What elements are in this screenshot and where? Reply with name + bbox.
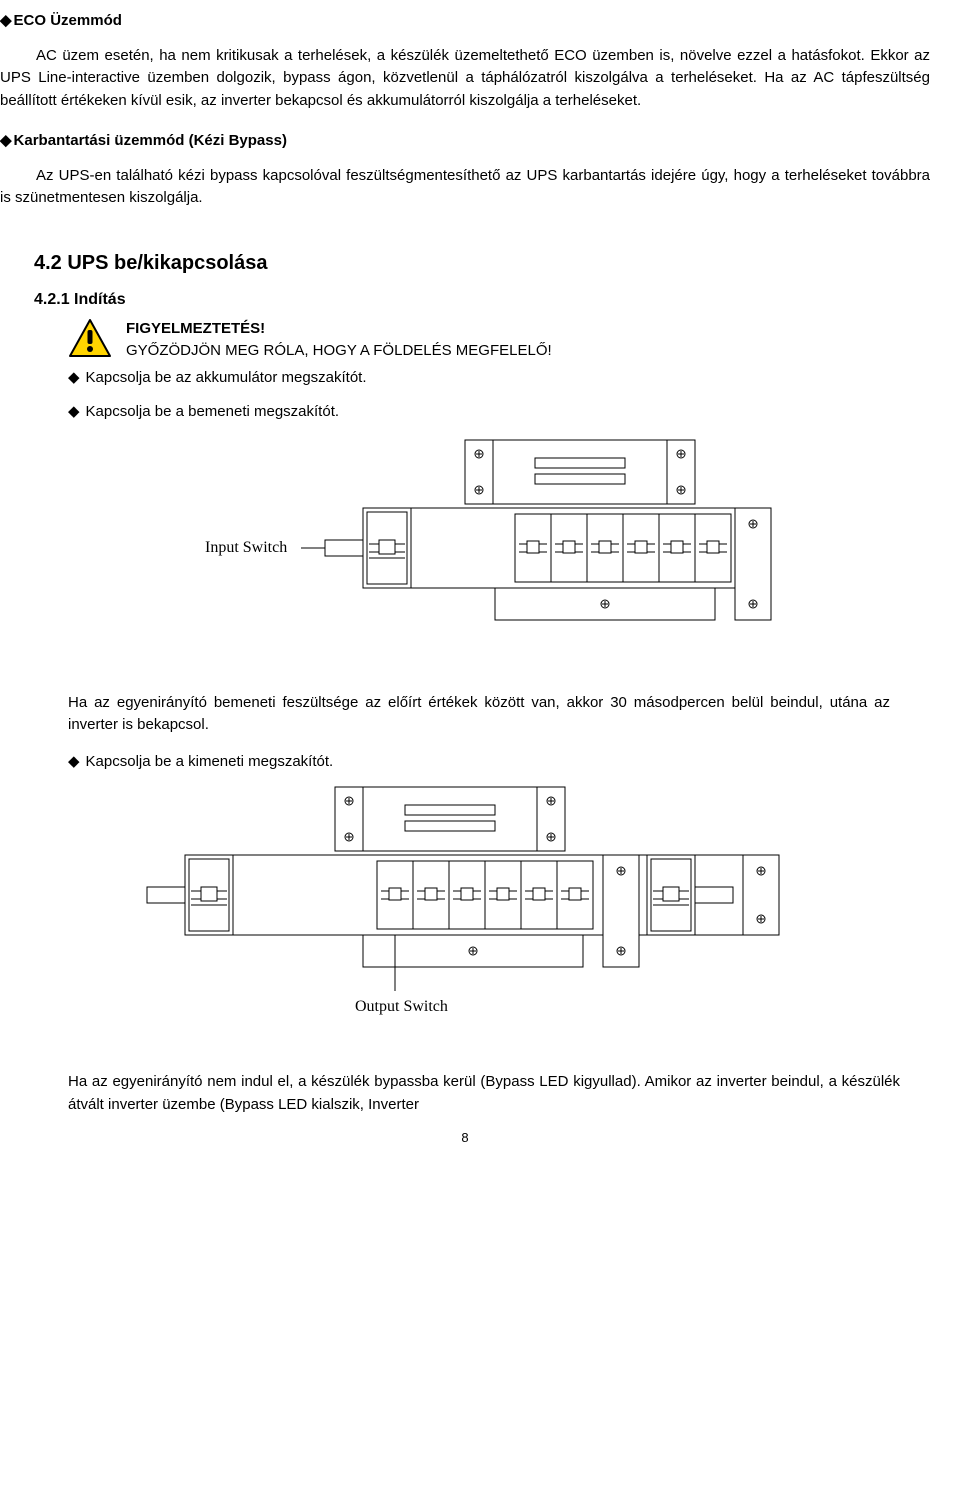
- maint-paragraph: Az UPS-en található kézi bypass kapcsoló…: [0, 165, 930, 210]
- warning-icon: [68, 318, 112, 358]
- warning-title: FIGYELMEZTETÉS!: [126, 318, 552, 341]
- section-4-2-1-heading: 4.2.1 Indítás: [0, 288, 930, 312]
- input-switch-diagram: Input Switch: [0, 432, 930, 672]
- section-4-2-heading: 4.2 UPS be/kikapcsolása: [0, 248, 930, 278]
- bullet-3: ◆ Kapcsolja be a kimeneti megszakítót.: [68, 751, 930, 774]
- diamond-icon: ◆: [0, 130, 12, 153]
- diamond-icon: ◆: [68, 401, 80, 424]
- after-diagram-2-text: Ha az egyenirányító nem indul el, a kész…: [0, 1071, 930, 1116]
- bullet-2: ◆ Kapcsolja be a bemeneti megszakítót.: [68, 401, 930, 424]
- bottom-plate-2: [363, 935, 583, 967]
- output-switch-label: Output Switch: [355, 998, 448, 1015]
- diamond-icon: ◆: [0, 10, 12, 33]
- after-diagram-1-text: Ha az egyenirányító bemeneti feszültsége…: [0, 692, 930, 737]
- diamond-icon: ◆: [68, 367, 80, 390]
- bullet-1-text: Kapcsolja be az akkumulátor megszakítót.: [86, 369, 367, 386]
- left-switch-2: [147, 855, 233, 935]
- bullet-1: ◆ Kapcsolja be az akkumulátor megszakítót…: [68, 367, 930, 390]
- warning-body: GYŐZÖDJÖN MEG RÓLA, HOGY A FÖLDELÉS MEGF…: [126, 340, 552, 363]
- warning-row: FIGYELMEZTETÉS! GYŐZÖDJÖN MEG RÓLA, HOGY…: [68, 318, 930, 363]
- page-content: ◆ECO Üzemmód AC üzem esetén, ha nem krit…: [0, 0, 960, 1168]
- right-plate: [735, 508, 771, 620]
- eco-title: ◆ECO Üzemmód: [0, 10, 930, 33]
- right-plate-2: [603, 855, 639, 967]
- output-switch-block: [647, 855, 779, 935]
- breaker-row: [515, 514, 731, 582]
- eco-title-text: ECO Üzemmód: [14, 12, 122, 29]
- top-module-2: [335, 787, 565, 851]
- input-switch-label: Input Switch: [205, 539, 287, 556]
- output-switch-diagram: Output Switch: [0, 781, 930, 1051]
- bullet-2-text: Kapcsolja be a bemeneti megszakítót.: [86, 403, 339, 420]
- page-number: 8: [0, 1128, 930, 1148]
- input-switch-block: [363, 508, 411, 588]
- maint-title-text: Karbantartási üzemmód (Kézi Bypass): [14, 132, 287, 149]
- breaker-row-2: [377, 861, 593, 929]
- warning-text: FIGYELMEZTETÉS! GYŐZÖDJÖN MEG RÓLA, HOGY…: [126, 318, 552, 363]
- diamond-icon: ◆: [68, 751, 80, 774]
- bottom-plate: [495, 588, 715, 620]
- eco-paragraph: AC üzem esetén, ha nem kritikusak a terh…: [0, 45, 930, 113]
- bullet-3-text: Kapcsolja be a kimeneti megszakítót.: [86, 753, 334, 770]
- top-module: [465, 440, 695, 504]
- maint-title: ◆Karbantartási üzemmód (Kézi Bypass): [0, 130, 930, 153]
